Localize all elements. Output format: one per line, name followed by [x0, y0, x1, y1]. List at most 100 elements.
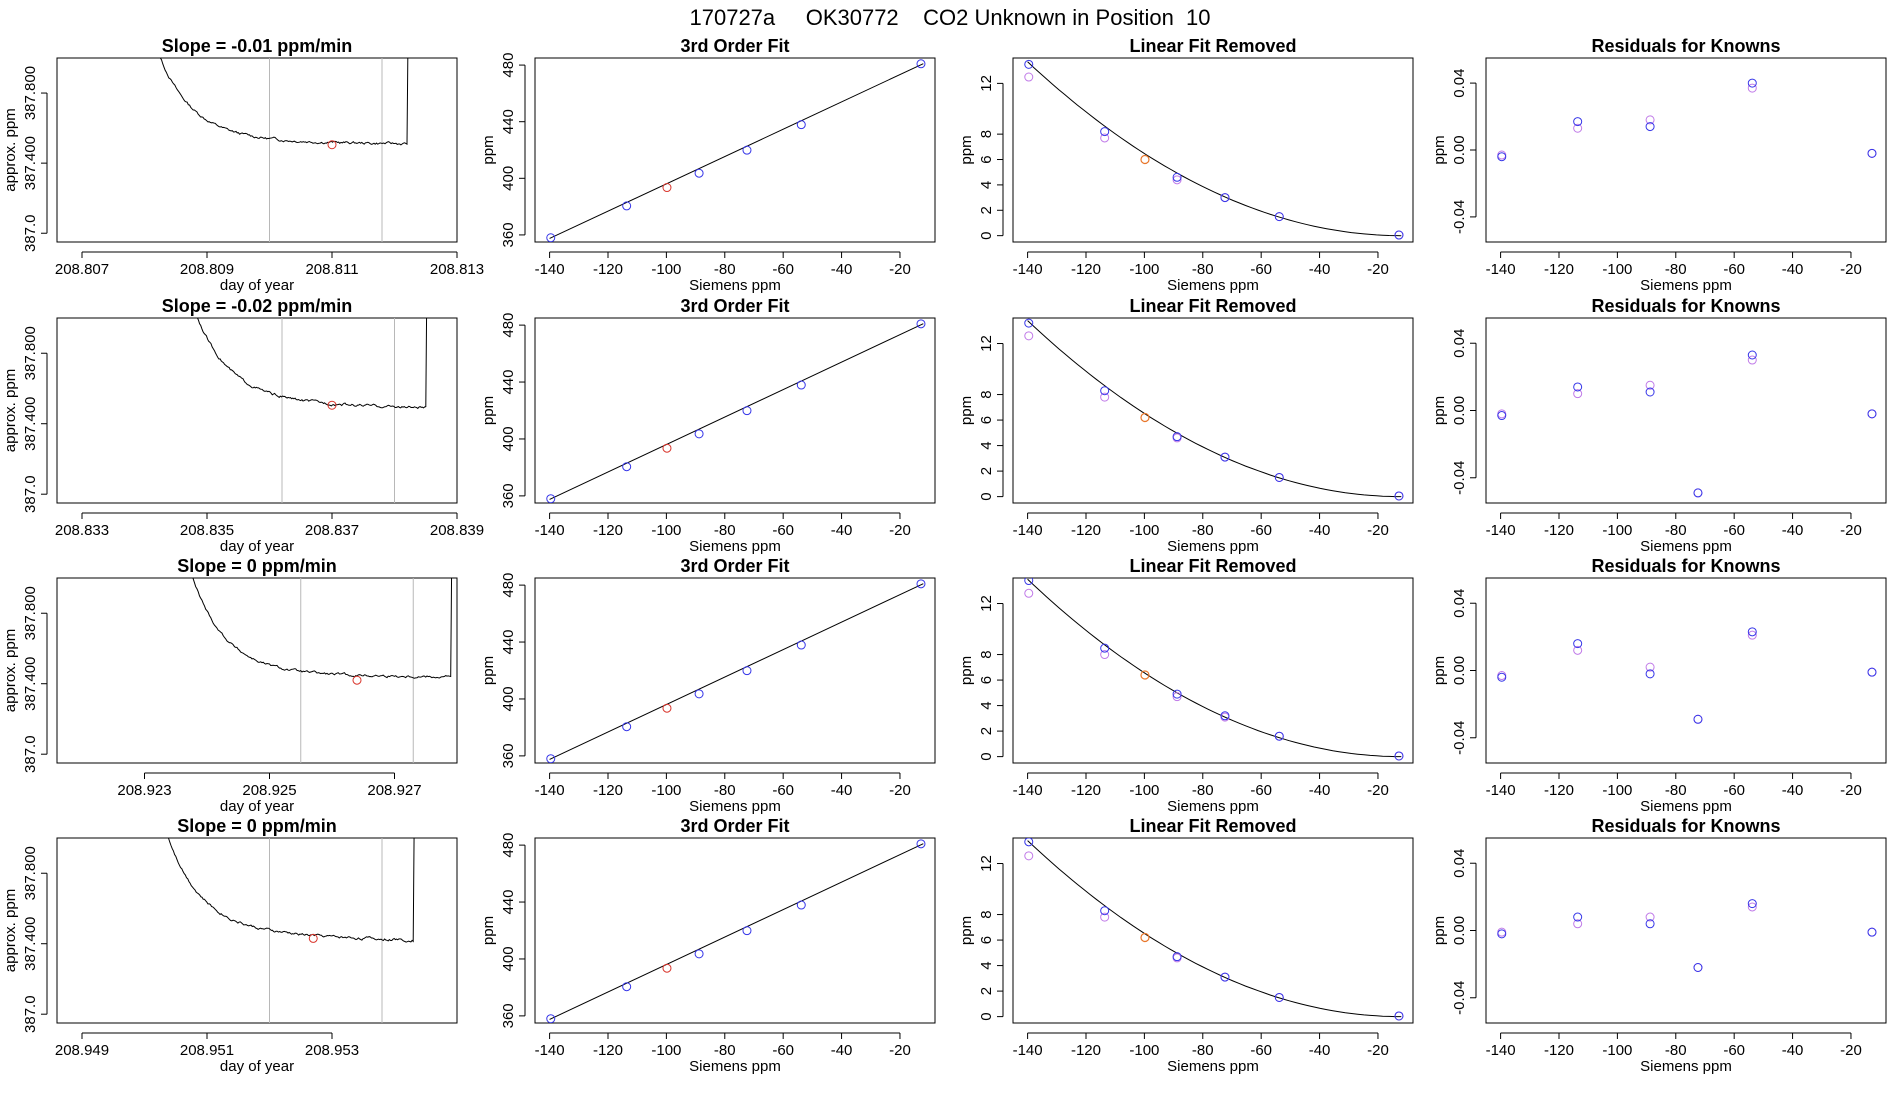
- x-axis-label: Siemens ppm: [1640, 1058, 1732, 1075]
- plot-area: [192, 578, 453, 763]
- known-point: [1394, 1011, 1404, 1021]
- plot-area: [1024, 838, 1404, 1021]
- x-axis-label: Siemens ppm: [1167, 798, 1259, 815]
- x-tick-label: -60: [1250, 1042, 1272, 1059]
- known-point: [1394, 751, 1404, 761]
- x-tick-label: -100: [1602, 1042, 1632, 1059]
- panel-3-3: Linear Fit Removed -140 -120 -100 -80 -60 -40 -…: [958, 556, 1414, 815]
- y-tick-label: 12: [978, 335, 995, 352]
- x-tick-label: -20: [1840, 261, 1862, 278]
- y-tick-label: 387.0: [22, 995, 39, 1033]
- y-axis-label: approx. ppm: [2, 108, 19, 191]
- x-tick-label: -80: [1192, 782, 1214, 799]
- x-tick-label: -60: [772, 782, 794, 799]
- unknown-point: [1140, 670, 1150, 680]
- x-tick-label: -80: [1192, 261, 1214, 278]
- known-point: [622, 462, 632, 472]
- y-axis-label: ppm: [958, 916, 975, 945]
- panel-title: 3rd Order Fit: [680, 296, 789, 316]
- y-tick-label: 387.400: [22, 657, 39, 711]
- panel-title: Residuals for Knowns: [1591, 816, 1780, 836]
- x-tick-label: -60: [1250, 261, 1272, 278]
- known-point: [1274, 212, 1284, 222]
- y-tick-label: 480: [500, 53, 517, 78]
- mean-marker: [327, 400, 337, 410]
- x-tick-label: -40: [1782, 782, 1804, 799]
- panel-title: Residuals for Knowns: [1591, 296, 1780, 316]
- panel-title: 3rd Order Fit: [680, 816, 789, 836]
- plot-frame: [1485, 837, 1887, 1024]
- y-tick-label: 2: [978, 987, 995, 995]
- unknown-point: [662, 703, 672, 713]
- x-tick-label: 208.927: [367, 782, 421, 799]
- known-point: [1172, 432, 1182, 442]
- y-tick-label: 6: [978, 936, 995, 944]
- panel-title: Linear Fit Removed: [1129, 36, 1296, 56]
- plot-area: [196, 318, 428, 503]
- x-tick-label: -20: [1367, 782, 1389, 799]
- y-axis-label: ppm: [480, 135, 497, 164]
- x-tick-label: -140: [1486, 1042, 1516, 1059]
- panel-1-4: Residuals for Knowns -140 -120 -100 -80 -60 -4…: [1431, 36, 1887, 294]
- y-tick-label: 400: [500, 946, 517, 971]
- plot-frame: [56, 577, 458, 764]
- x-tick-label: 208.953: [305, 1042, 359, 1059]
- plot-area: [546, 319, 926, 503]
- y-axis-label: approx. ppm: [2, 629, 19, 712]
- fit-curve: [549, 583, 924, 760]
- x-tick-label: -120: [593, 782, 623, 799]
- x-tick-label: -60: [1723, 1042, 1745, 1059]
- panel-title: Slope = -0.01 ppm/min: [162, 36, 353, 56]
- x-tick-label: -60: [1723, 782, 1745, 799]
- y-axis-label: ppm: [1431, 656, 1448, 685]
- x-axis-label: Siemens ppm: [689, 798, 781, 815]
- known-point-alt: [1024, 331, 1034, 341]
- residual-point: [1573, 639, 1583, 649]
- known-point: [1220, 972, 1230, 982]
- known-point-alt: [1100, 133, 1110, 143]
- known-point-alt: [1024, 72, 1034, 82]
- residual-curve: [1027, 61, 1402, 237]
- x-tick-label: 208.949: [55, 1042, 109, 1059]
- x-tick-label: 208.925: [242, 782, 296, 799]
- y-axis-label: ppm: [958, 656, 975, 685]
- y-tick-label: 0: [978, 231, 995, 239]
- fit-curve: [549, 843, 924, 1020]
- x-tick-label: -40: [1309, 522, 1331, 539]
- x-tick-label: 208.923: [117, 782, 171, 799]
- y-axis-label: ppm: [480, 916, 497, 945]
- plot-area: [546, 839, 926, 1023]
- plot-area: [1497, 350, 1877, 498]
- panel-2-3: Linear Fit Removed -140 -120 -100 -80 -60 -40 -…: [958, 296, 1414, 555]
- y-tick-label: 2: [978, 467, 995, 475]
- panel-title: Linear Fit Removed: [1129, 296, 1296, 316]
- y-tick-label: 387.400: [22, 917, 39, 971]
- known-point: [1172, 689, 1182, 699]
- x-tick-label: -120: [1071, 782, 1101, 799]
- y-tick-label: 440: [500, 630, 517, 655]
- known-point-alt: [1100, 392, 1110, 402]
- plot-area: [1024, 59, 1404, 240]
- known-point: [1220, 452, 1230, 462]
- x-tick-label: -80: [1192, 522, 1214, 539]
- x-tick-label: -80: [1192, 1042, 1214, 1059]
- x-axis-label: Siemens ppm: [1167, 538, 1259, 555]
- panel-4-1: Slope = 0 ppm/min 208.949 208.951 208.953 da…: [2, 816, 458, 1075]
- unknown-point: [662, 963, 672, 973]
- x-tick-label: 208.837: [305, 522, 359, 539]
- y-tick-label: 387.800: [22, 586, 39, 640]
- panel-2-2: 3rd Order Fit -140 -120 -100 -80 -60 -40 -20 Sie…: [480, 296, 936, 555]
- x-tick-label: -40: [1782, 522, 1804, 539]
- x-tick-label: 208.833: [55, 522, 109, 539]
- x-tick-label: -100: [1129, 1042, 1159, 1059]
- x-tick-label: -100: [651, 1042, 681, 1059]
- residual-point: [1747, 78, 1757, 88]
- panel-4-2: 3rd Order Fit -140 -120 -100 -80 -60 -40 -20 Sie…: [480, 816, 936, 1075]
- y-tick-label: 0.04: [1451, 329, 1468, 358]
- x-tick-label: -20: [1367, 261, 1389, 278]
- figure-title: 170727a OK30772 CO2 Unknown in Position …: [690, 5, 1211, 30]
- residual-point: [1497, 929, 1507, 939]
- known-point: [546, 754, 556, 763]
- x-tick-label: -40: [831, 522, 853, 539]
- known-point: [796, 900, 806, 910]
